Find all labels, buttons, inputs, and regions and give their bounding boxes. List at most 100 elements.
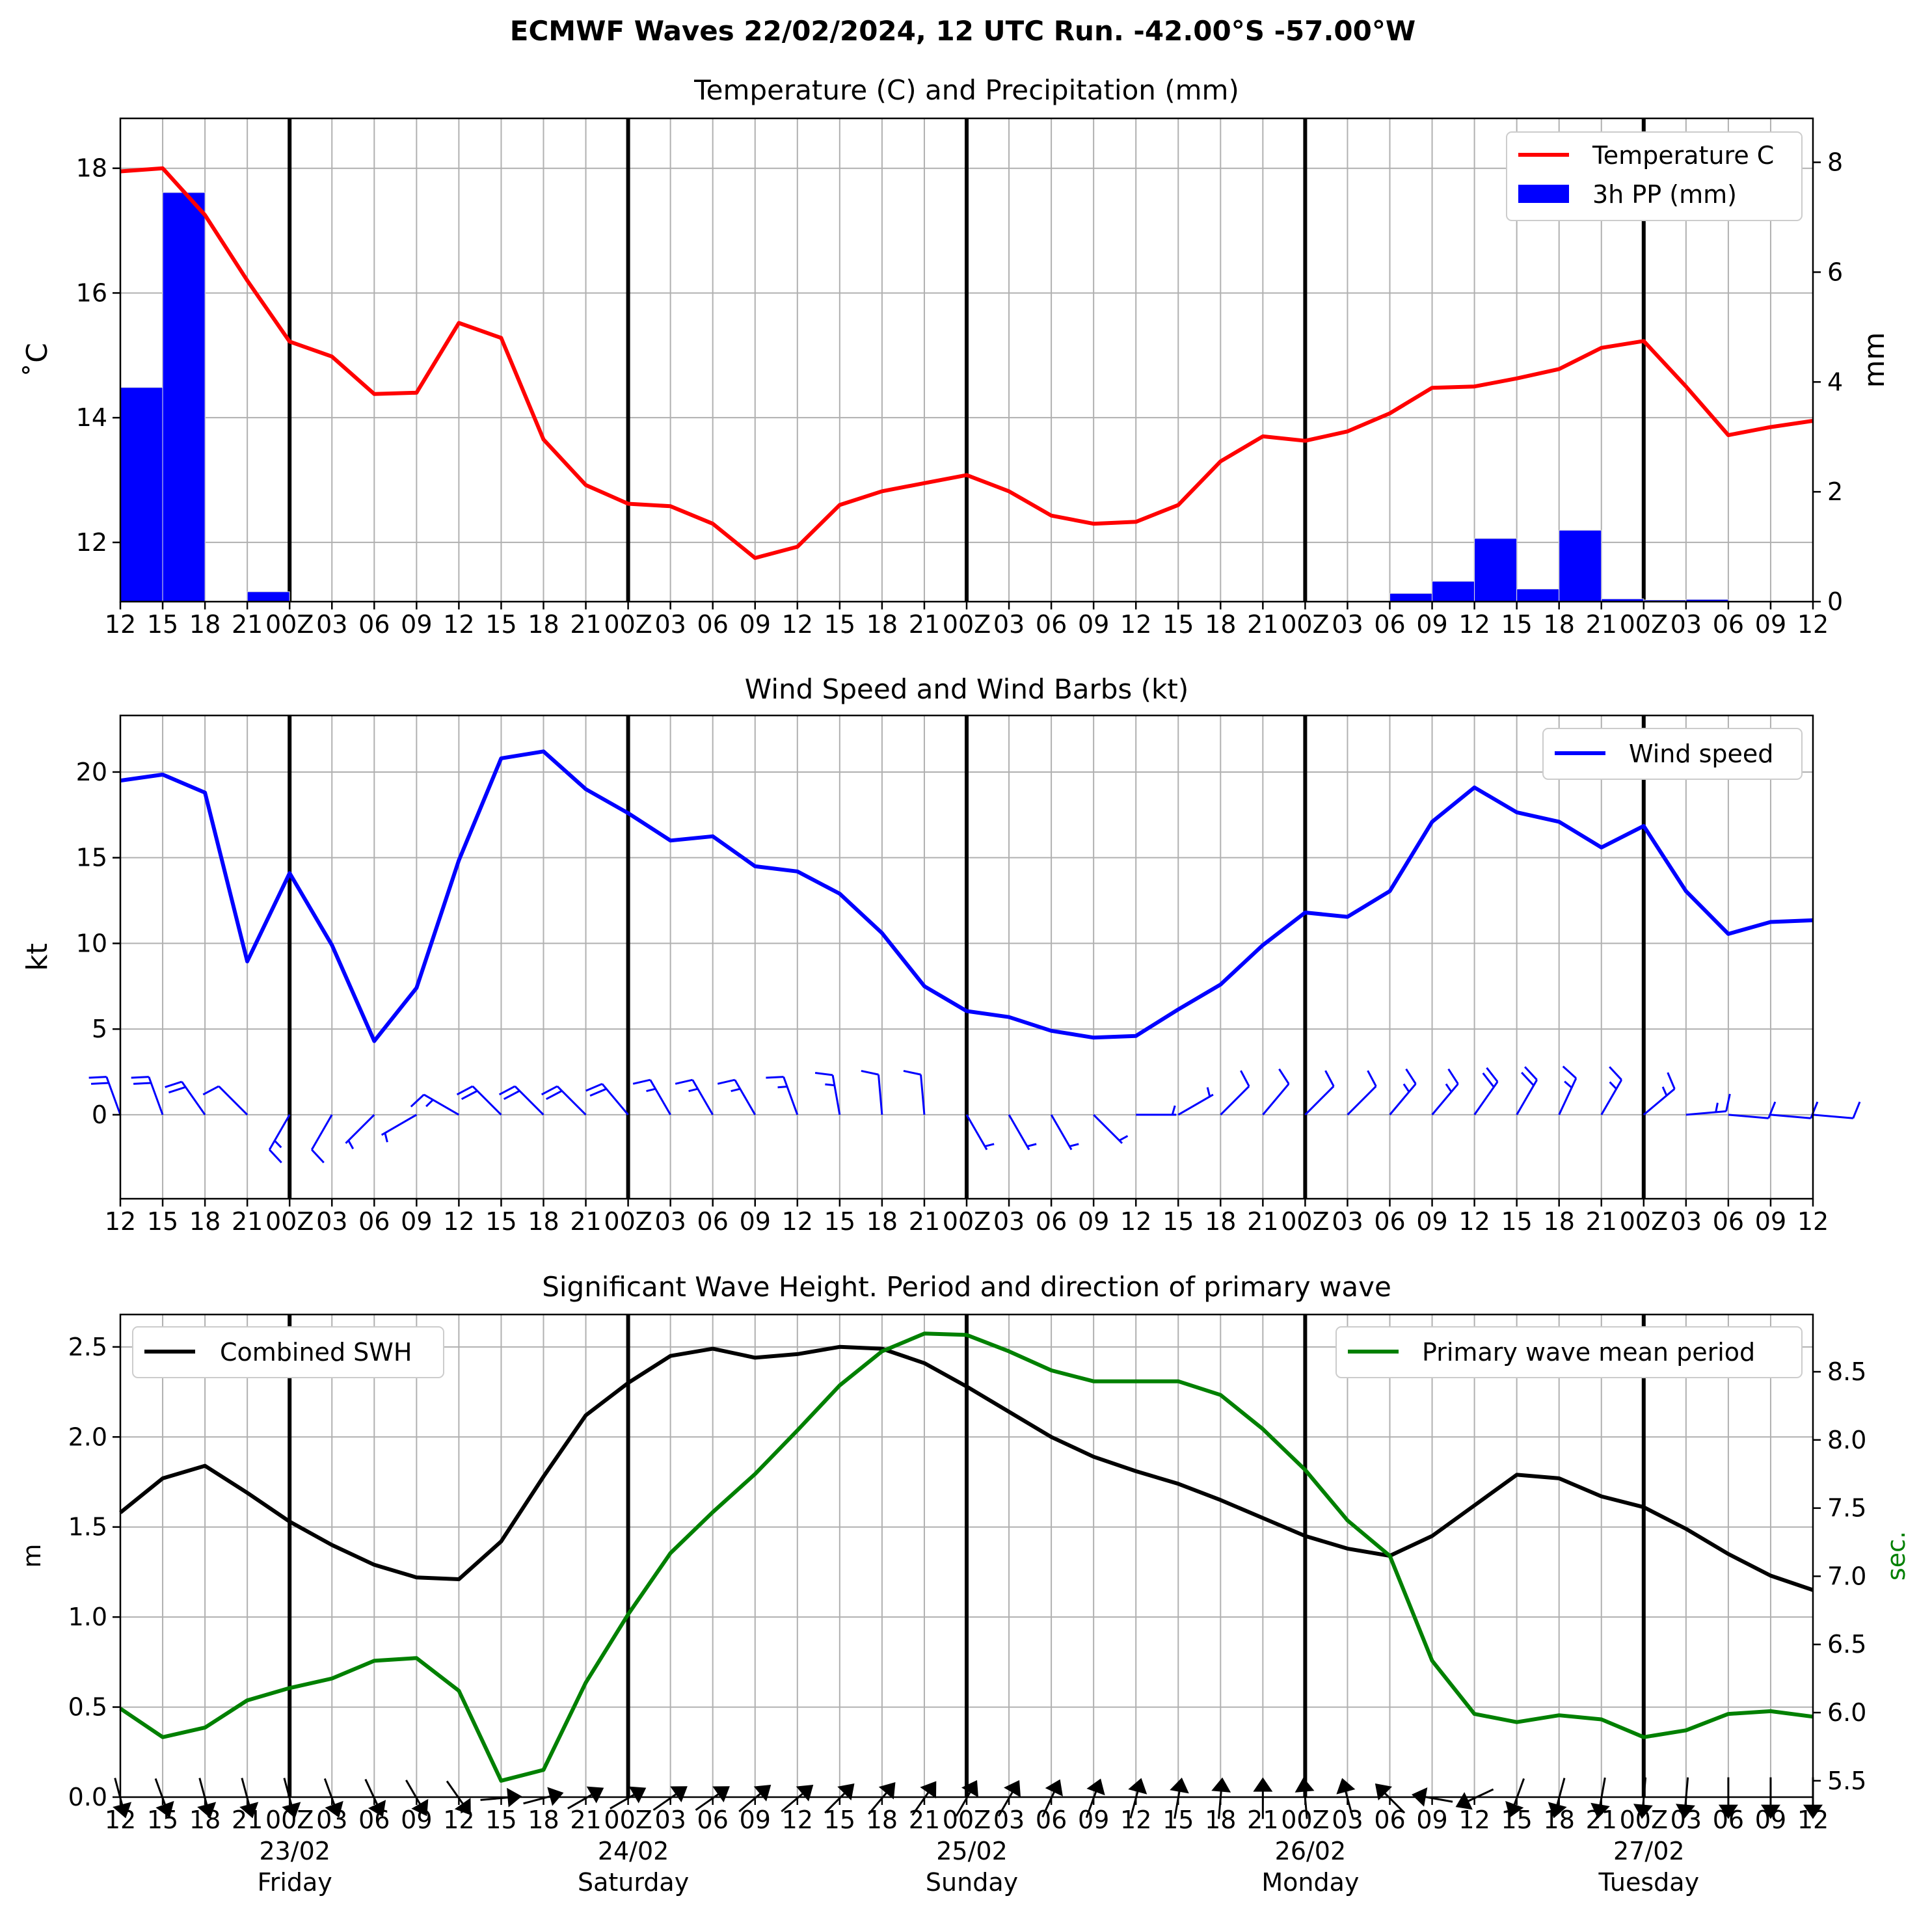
barb-flag	[541, 1085, 558, 1096]
arrow-shaft	[997, 1788, 1015, 1817]
barb-shaft	[691, 1079, 714, 1115]
barb-shaft	[514, 1085, 544, 1115]
x-tick-label: 00Z	[604, 1806, 652, 1834]
x-tick-label: 00Z	[265, 1207, 314, 1236]
barb-half-flag	[1206, 1087, 1211, 1097]
x-tick-label: 06	[1036, 1806, 1067, 1834]
x-tick-label: 03	[316, 1207, 347, 1236]
y2-tick-label: 6	[1827, 258, 1843, 286]
x-tick-label: 03	[993, 610, 1025, 639]
arrow-shaft	[241, 1778, 251, 1809]
wave-direction-arrow	[1505, 1778, 1525, 1818]
x-tick-label: 00Z	[1281, 1207, 1329, 1236]
barb-shaft	[878, 1074, 883, 1115]
x-tick-label: 06	[1374, 1806, 1405, 1834]
swh-legend: Combined SWH	[132, 1326, 444, 1378]
legend-label-period: Primary wave mean period	[1422, 1338, 1755, 1367]
arrow-head	[1633, 1804, 1653, 1819]
arrow-head	[837, 1783, 855, 1801]
barb-half-flag	[1609, 1081, 1617, 1090]
wave-direction-arrow	[113, 1778, 132, 1819]
precip-bar	[1389, 593, 1433, 602]
barb-flag	[202, 1085, 220, 1096]
x-tick-label: 15	[1501, 1207, 1532, 1236]
barb-half-flag	[825, 1083, 835, 1087]
wind-barb	[1262, 1068, 1290, 1115]
arrow-head	[1803, 1804, 1823, 1819]
barb-flag	[269, 1149, 282, 1164]
barb-shaft	[1473, 1081, 1499, 1115]
barb-shaft	[472, 1085, 502, 1115]
wind-barb	[1516, 1066, 1538, 1115]
barb-shaft	[105, 1076, 122, 1115]
swh-y-label: m	[18, 1543, 46, 1568]
wind-barb	[861, 1069, 883, 1115]
wave-direction-arrows	[113, 1777, 1823, 1819]
wind-barb	[1643, 1072, 1676, 1116]
wave-panel: Significant Wave Height. Period and dire…	[18, 1271, 1911, 1897]
arrow-head	[1590, 1802, 1610, 1819]
arrow-shaft	[781, 1791, 807, 1813]
barb-half-flag	[688, 1088, 699, 1093]
wave-direction-arrow	[1041, 1779, 1063, 1818]
x-tick-label: 09	[740, 1207, 771, 1236]
x-tick-label: 09	[1416, 1806, 1447, 1834]
arrow-head	[961, 1780, 978, 1798]
barb-flag	[585, 1083, 603, 1092]
barb-shaft	[1770, 1114, 1811, 1119]
arrow-shaft	[1464, 1788, 1494, 1804]
wind-barb	[1812, 1101, 1861, 1119]
barb-half-flag	[1069, 1143, 1079, 1147]
barb-flag	[632, 1078, 651, 1085]
x-tick-label: 09	[1078, 1207, 1109, 1236]
x-tick-label: 18	[1544, 610, 1575, 639]
x-tick-label: 09	[401, 1806, 432, 1834]
arrow-head	[197, 1802, 217, 1819]
x-tick-label: 09	[1755, 610, 1786, 639]
wave-direction-arrow	[1375, 1783, 1406, 1814]
x-tick-label: 09	[1416, 610, 1447, 639]
x-tick-label: 18	[866, 1207, 898, 1236]
x-tick-label: 00Z	[1281, 610, 1329, 639]
arrow-head	[920, 1781, 937, 1798]
time-axis-ticks: 12 15 18 21 00Z 03 06 09 12 15 18 21 00Z 03 06 09 12 15 18…	[105, 602, 1829, 639]
x-tick-label: 18	[1544, 1207, 1575, 1236]
x-tick-label: 18	[528, 1207, 559, 1236]
y-tick-label: 1.0	[68, 1603, 107, 1631]
x-tick-label: 03	[654, 1806, 686, 1834]
barb-half-flag	[1564, 1080, 1573, 1089]
barb-half-flag	[984, 1143, 995, 1147]
x-tick-label: 12	[1458, 1806, 1490, 1834]
arrow-head	[712, 1786, 730, 1803]
barb-flag	[1609, 1066, 1622, 1081]
barb-shaft	[920, 1074, 926, 1115]
y2-tick-label: 7.5	[1827, 1494, 1866, 1523]
day-name-label: Sunday	[926, 1868, 1018, 1897]
barb-flag	[88, 1076, 107, 1079]
x-tick-label: 06	[697, 610, 729, 639]
barb-half-flag	[646, 1088, 656, 1093]
y-tick-label: 1.5	[68, 1513, 107, 1542]
wave-direction-arrow	[610, 1786, 647, 1809]
wind-barb	[1473, 1067, 1499, 1115]
x-tick-label: 12	[782, 1207, 813, 1236]
wave-direction-arrow	[652, 1786, 688, 1811]
arrow-head	[1253, 1777, 1273, 1792]
x-tick-label: 06	[1036, 610, 1067, 639]
wind-barb	[1347, 1070, 1377, 1115]
arrow-shaft	[955, 1788, 973, 1817]
arrow-shaft	[323, 1778, 337, 1809]
wind-barb	[88, 1076, 122, 1115]
wind-barb	[717, 1078, 757, 1115]
arrow-shaft	[446, 1780, 466, 1808]
barb-shaft	[1347, 1085, 1377, 1115]
barb-flag	[133, 1082, 152, 1085]
wind-barb	[410, 1093, 460, 1116]
wave-direction-arrow	[997, 1780, 1021, 1817]
barb-flag	[1767, 1101, 1777, 1119]
x-tick-label: 03	[1332, 1806, 1363, 1834]
wave-direction-arrow	[1590, 1777, 1610, 1819]
day-labels: 23/02 Friday 24/02 Saturday 25/02 Sunday 26/02…	[258, 1837, 1699, 1897]
x-tick-label: 12	[1797, 1207, 1829, 1236]
wave-direction-arrow	[282, 1778, 301, 1819]
